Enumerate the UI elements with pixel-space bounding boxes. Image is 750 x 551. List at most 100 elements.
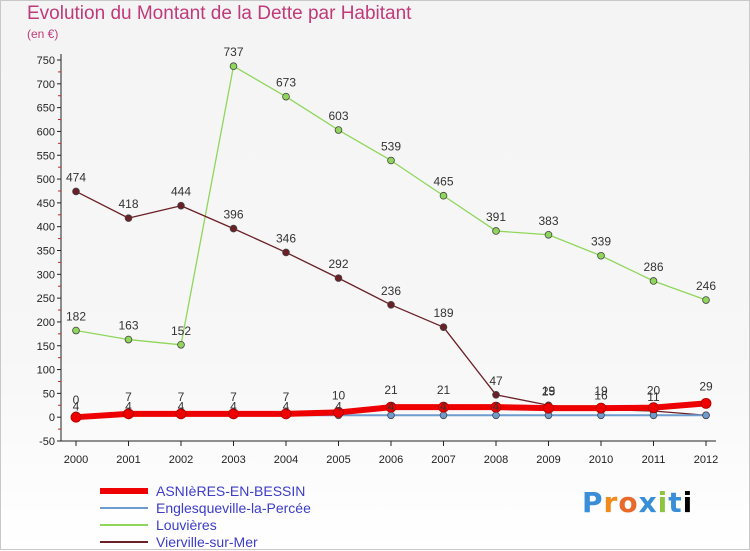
y-tick-label: 350 [37,246,55,258]
data-point-0 [700,397,712,409]
data-label-2: 737 [223,45,243,59]
y-tick-label: 700 [37,79,55,91]
data-label-1: 4 [230,399,237,413]
y-tick-label: 50 [43,388,55,400]
y-tick-label: 650 [37,103,55,115]
data-point-2 [124,335,133,344]
x-tick-label: 2000 [64,454,88,466]
data-point-0 [648,402,659,414]
data-label-0: 0 [73,393,80,407]
y-tick-label: 500 [37,174,55,186]
data-label-0: 19 [594,384,608,398]
data-point-2 [72,326,80,335]
x-tick-label: 2009 [536,454,560,466]
data-label-0: 7 [125,390,132,404]
data-label-2: 182 [66,310,86,324]
y-tick-label: 600 [37,126,55,138]
y-tick-label: 100 [37,365,55,377]
data-point-2 [544,230,553,239]
data-label-3: 346 [276,231,296,245]
data-point-3 [334,274,343,282]
data-point-0 [543,402,554,414]
legend-swatch [100,488,148,494]
data-label-1: 4 [440,399,447,413]
x-tick-label: 2007 [431,454,455,466]
data-point-2 [649,277,658,285]
data-point-3 [177,201,185,210]
data-point-3 [124,214,133,222]
data-label-0: 7 [230,390,237,404]
data-point-0 [490,401,502,413]
data-point-0 [70,411,82,423]
data-label-3: 189 [433,306,453,320]
y-tick-label: 0 [49,412,55,424]
data-label-3: 418 [118,197,138,211]
data-label-1: 4 [125,399,132,413]
x-tick-label: 2006 [379,454,403,466]
data-point-2 [177,340,185,349]
data-label-0: 7 [178,390,185,404]
legend-swatch [100,524,148,526]
data-label-3: 292 [328,257,348,271]
legend-item: Englesqueville-la-Percée [100,500,360,517]
data-point-2 [597,251,605,260]
y-tick-label: 400 [37,222,55,234]
data-label-1: 4 [73,399,80,413]
legend-swatch [100,507,148,509]
data-point-2 [439,191,448,200]
legend-item: Louvières [100,517,360,534]
data-point-2 [492,227,500,235]
chart-unit-label: (en €) [27,27,59,41]
data-point-3 [282,248,290,257]
data-point-0 [175,408,187,420]
data-label-1: 4 [388,399,395,413]
x-tick-label: 2003 [221,454,245,466]
data-point-2 [387,156,395,165]
data-point-0 [438,401,449,413]
data-point-0 [595,402,607,414]
data-label-2: 163 [118,319,138,333]
y-tick-label: 150 [37,341,55,353]
data-label-0: 7 [283,390,290,404]
data-label-0: 10 [332,388,346,402]
legend-label: ASNIèRES-EN-BESSIN [156,483,306,499]
data-label-1: 4 [283,399,290,413]
chart-title: Evolution du Montant de la Dette par Hab… [27,3,412,24]
data-point-3 [72,187,80,196]
data-label-3: 47 [489,374,503,388]
data-point-0 [280,408,292,420]
y-tick-label: -50 [39,436,55,448]
data-point-2 [229,62,238,70]
data-label-1: 4 [178,399,185,413]
data-label-0: 29 [699,379,713,393]
data-label-3: 474 [66,170,86,184]
data-point-2 [702,296,710,304]
data-point-3 [229,224,238,233]
legend-label: Englesqueville-la-Percée [156,500,311,516]
data-label-0: 21 [384,383,398,397]
data-point-0 [333,407,344,418]
data-label-3: 16 [594,389,608,403]
data-label-2: 383 [538,214,558,228]
legend-label: Louvières [156,517,217,533]
proxiti-logo: Proxiti [582,486,694,519]
data-label-2: 465 [433,175,453,189]
data-label-2: 603 [328,109,348,123]
x-tick-label: 2005 [326,454,350,466]
legend-swatch [100,541,148,543]
x-tick-label: 2010 [589,454,613,466]
data-label-2: 391 [486,210,506,224]
data-label-0: 21 [437,383,451,397]
data-label-1: 4 [335,399,342,413]
data-point-3 [387,300,395,309]
data-label-3: 444 [171,185,191,199]
x-tick-label: 2004 [274,454,298,466]
legend-item: ASNIèRES-EN-BESSIN [100,483,360,500]
data-point-1 [702,411,710,420]
data-point-3 [439,323,448,331]
y-tick-label: 300 [37,269,55,281]
legend-label: Vierville-sur-Mer [156,534,258,550]
x-tick-label: 2001 [116,454,140,466]
chart-legend: ASNIèRES-EN-BESSIN Englesqueville-la-Perc… [100,483,360,551]
